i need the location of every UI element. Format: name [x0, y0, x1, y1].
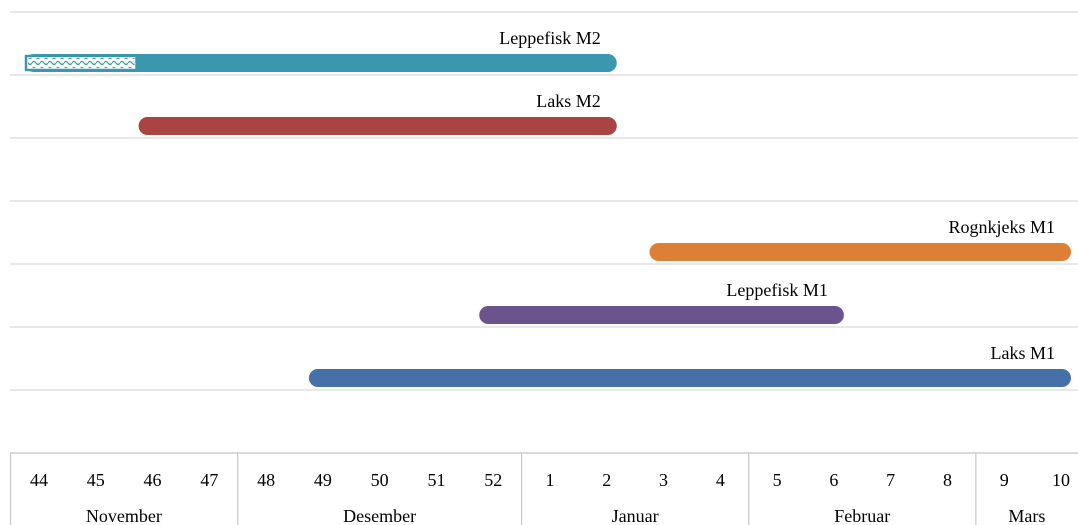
week-tick-label: 44	[30, 470, 48, 490]
week-tick-label: 51	[427, 470, 445, 490]
bar-hatch-pattern	[28, 58, 135, 68]
week-tick-label: 52	[484, 470, 502, 490]
gridlines	[10, 11, 1078, 454]
month-label-januar: Januar	[612, 506, 659, 525]
week-tick-label: 9	[1000, 470, 1009, 490]
week-tick-label: 5	[773, 470, 782, 490]
bar-leppefisk-m2	[25, 54, 617, 72]
month-label-desember: Desember	[343, 506, 416, 525]
week-tick-label: 10	[1052, 470, 1070, 490]
week-tick-label: 47	[200, 470, 218, 490]
week-tick-label: 1	[546, 470, 555, 490]
bar-label-leppefisk-m2: Leppefisk M2	[499, 28, 600, 48]
bar-laks-m1	[308, 369, 1071, 387]
week-tick-label: 50	[371, 470, 389, 490]
week-tick-label: 4	[716, 470, 725, 490]
month-label-februar: Februar	[834, 506, 890, 525]
week-tick-label: 49	[314, 470, 332, 490]
bar-rognkjeks-m1	[649, 243, 1071, 261]
bar-label-laks-m2: Laks M2	[536, 91, 601, 111]
week-tick-label: 2	[602, 470, 611, 490]
bars-layer: Leppefisk M2 Laks M2 Rognkjeks M1 Leppefisk…	[24, 28, 1071, 387]
week-tick-label: 8	[943, 470, 952, 490]
week-tick-label: 3	[659, 470, 668, 490]
bar-laks-m2	[138, 117, 617, 135]
bar-label-rognkjeks-m1: Rognkjeks M1	[948, 217, 1055, 237]
bar-label-laks-m1: Laks M1	[991, 343, 1056, 363]
bar-leppefisk-m1	[479, 306, 844, 324]
month-label-november: November	[86, 506, 162, 525]
month-label-mars: Mars	[1008, 506, 1045, 525]
week-tick-label: 46	[144, 470, 162, 490]
week-tick-label: 6	[829, 470, 838, 490]
week-tick-label: 45	[87, 470, 105, 490]
bar-label-leppefisk-m1: Leppefisk M1	[726, 280, 827, 300]
week-tick-label: 48	[257, 470, 275, 490]
week-tick-label: 7	[886, 470, 895, 490]
